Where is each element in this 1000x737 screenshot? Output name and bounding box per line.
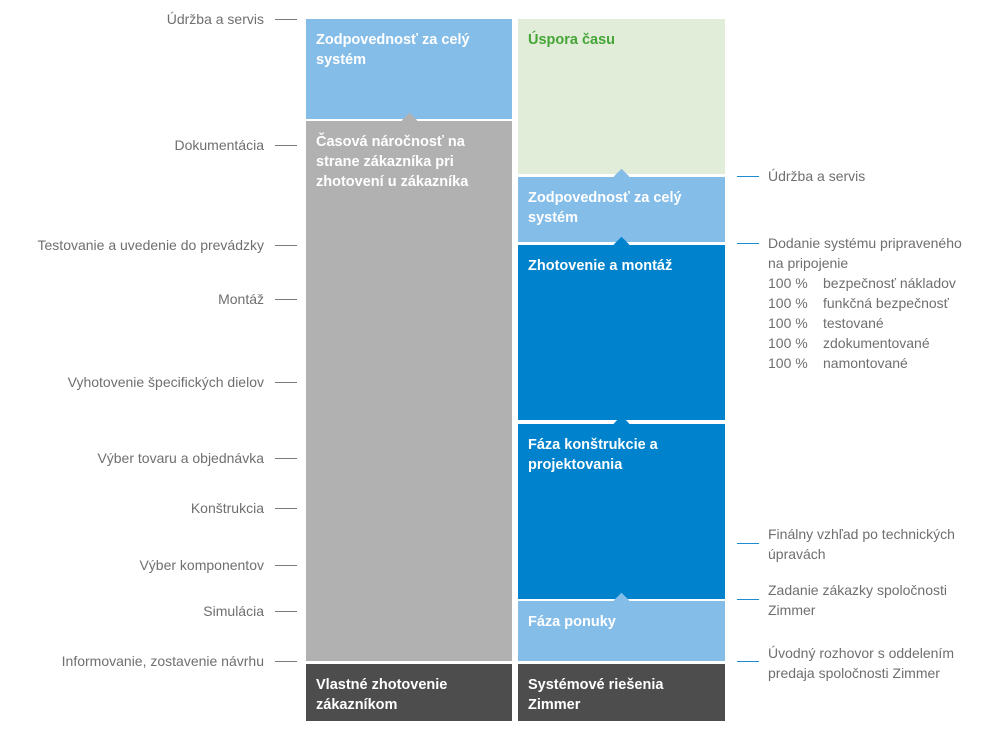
label-montaz: Montáž <box>218 291 264 307</box>
guarantee-text: namontované <box>823 355 908 371</box>
left-responsibility-label: Zodpovednosť za celý systém <box>316 32 470 68</box>
label-informovanie: Informovanie, zostavenie návrhu <box>61 653 264 669</box>
label-intro: Úvodný rozhovor s oddelením predaja spol… <box>768 643 954 683</box>
time-saving-label: Úspora času <box>528 32 616 48</box>
guarantee-pct: 100 % <box>768 335 808 351</box>
intro-line-2: predaja spoločnosti Zimmer <box>768 665 940 681</box>
design-phase-label: Fáza konštrukcie a projektovania <box>528 437 658 473</box>
left-time-effort-block: Časová náročnosť na strane zákazníka pri… <box>306 112 512 661</box>
tick <box>275 382 297 383</box>
time-saving-block: Úspora času <box>518 19 725 174</box>
tick <box>275 245 297 246</box>
final-look-line-1: Finálny vzhľad po technických <box>768 526 955 542</box>
label-maintenance: Údržba a servis <box>768 166 865 186</box>
left-time-effort-label: Časová náročnosť na strane zákazníka pri… <box>316 134 469 190</box>
guarantee-text: bezpečnosť nákladov <box>823 275 956 291</box>
design-phase-block: Fáza konštrukcie a projektovania <box>518 415 725 599</box>
final-look-line-2: úpravách <box>768 546 826 562</box>
guarantee-item: 100 % bezpečnosť nákladov <box>768 273 962 293</box>
tick <box>737 661 759 662</box>
guarantee-pct: 100 % <box>768 295 808 311</box>
guarantee-item: 100 % zdokumentované <box>768 333 962 353</box>
right-responsibility-block: Zodpovednosť za celý systém <box>518 168 725 242</box>
guarantee-text: funkčná bezpečnosť <box>823 295 949 311</box>
left-own-build-block: Vlastné zhotovenie zákazníkom <box>306 664 512 721</box>
system-solutions-label: Systémové riešenia Zimmer <box>528 677 664 713</box>
tick <box>275 661 297 662</box>
guarantee-pct: 100 % <box>768 355 808 371</box>
intro-line-1: Úvodný rozhovor s oddelením <box>768 645 954 661</box>
right-responsibility-label: Zodpovednosť za celý systém <box>528 190 682 226</box>
label-vyber-tovaru: Výber tovaru a objednávka <box>97 450 264 466</box>
left-own-build-label: Vlastné zhotovenie zákazníkom <box>316 677 448 713</box>
offer-phase-label: Fáza ponuky <box>528 614 616 630</box>
guarantee-text: testované <box>823 315 884 331</box>
tick <box>275 19 297 20</box>
left-responsibility-block: Zodpovednosť za celý systém <box>306 19 512 119</box>
label-vyhotovenie: Vyhotovenie špecifických dielov <box>67 374 264 390</box>
delivery-line-2: na pripojenie <box>768 255 849 271</box>
tick <box>275 565 297 566</box>
assembly-block: Zhotovenie a montáž <box>518 236 725 420</box>
delivery-line-1: Dodanie systému pripraveného <box>768 235 962 251</box>
label-udrzba: Údržba a servis <box>166 11 264 27</box>
guarantee-text: zdokumentované <box>823 335 930 351</box>
tick <box>275 611 297 612</box>
label-simulacia: Simulácia <box>203 603 264 619</box>
label-testovanie: Testovanie a uvedenie do prevádzky <box>37 237 264 253</box>
guarantee-pct: 100 % <box>768 315 808 331</box>
tick <box>737 176 759 177</box>
tick <box>275 145 297 146</box>
guarantee-pct: 100 % <box>768 275 808 291</box>
guarantee-item: 100 % namontované <box>768 353 962 373</box>
tick <box>275 508 297 509</box>
system-solutions-block: Systémové riešenia Zimmer <box>518 664 725 721</box>
label-order: Zadanie zákazky spoločnosti Zimmer <box>768 580 947 620</box>
guarantee-item: 100 % testované <box>768 313 962 333</box>
order-line-1: Zadanie zákazky spoločnosti <box>768 582 947 598</box>
order-line-2: Zimmer <box>768 602 816 618</box>
label-vyber-komponentov: Výber komponentov <box>139 557 264 573</box>
label-delivery: Dodanie systému pripraveného na pripojen… <box>768 233 962 373</box>
guarantee-item: 100 % funkčná bezpečnosť <box>768 293 962 313</box>
tick <box>737 543 759 544</box>
tick <box>275 299 297 300</box>
tick <box>275 458 297 459</box>
label-final-look: Finálny vzhľad po technických úpravách <box>768 524 955 564</box>
offer-phase-block: Fáza ponuky <box>518 592 725 661</box>
label-konstrukcia: Konštrukcia <box>190 500 264 516</box>
maintenance-text: Údržba a servis <box>768 168 866 184</box>
assembly-label: Zhotovenie a montáž <box>528 258 673 274</box>
label-dokumentacia: Dokumentácia <box>174 137 265 153</box>
tick <box>737 599 759 600</box>
tick <box>737 243 759 244</box>
